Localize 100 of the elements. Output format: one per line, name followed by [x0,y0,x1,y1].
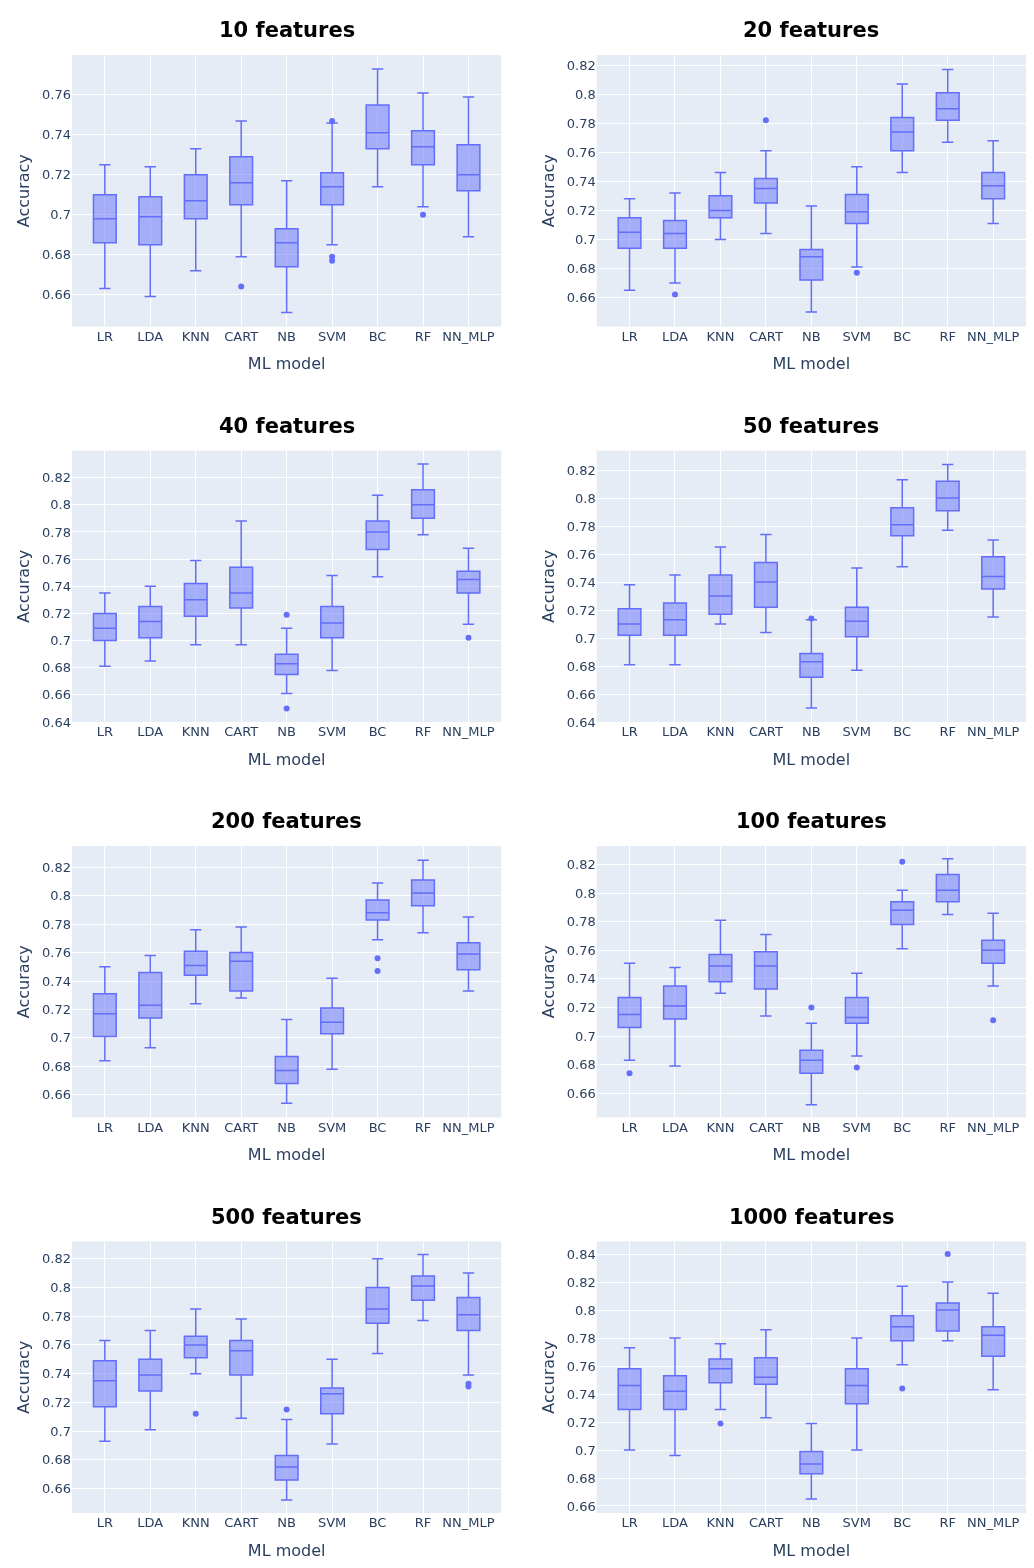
x-tick-label: KNN [706,1515,735,1530]
x-tick-label: RF [414,1515,432,1530]
chart-title: 1000 features [729,1205,895,1229]
y-axis-title: Accuracy [538,154,558,228]
x-tick-label: NN_MLP [442,1515,495,1530]
x-tick-label: KNN [181,1119,210,1135]
y-tick-label: 0.66 [566,686,596,702]
chart-title: 500 features [211,1205,362,1229]
y-tick-label: 0.68 [566,1057,596,1073]
x-tick-label: KNN [706,1119,735,1135]
x-tick-label: CART [748,1119,783,1135]
x-tick-label: NN_MLP [967,724,1020,740]
y-tick-label: 0.78 [42,524,71,540]
x-tick-label: LR [621,1515,638,1530]
y-axis-title: Accuracy [13,945,33,1019]
x-tick-label: LDA [137,724,164,740]
y-axis-title: Accuracy [13,549,33,623]
x-tick-label: NB [802,1119,821,1135]
y-tick-label: 0.66 [42,687,71,703]
x-axis-title: ML model [247,1145,326,1165]
y-tick-label: 0.76 [42,87,71,103]
chart-title: 200 features [211,809,362,833]
y-tick-label: 0.7 [50,1423,71,1439]
y-tick-label: 0.72 [42,605,71,621]
y-tick-label: 0.7 [50,1030,71,1046]
x-tick-label: LR [621,1119,638,1135]
y-tick-label: 0.68 [42,1452,71,1468]
y-tick-label: 0.78 [42,916,71,932]
x-tick-label: LR [96,724,113,740]
x-tick-label: LR [621,328,638,344]
y-tick-label: 0.74 [42,973,71,989]
y-tick-label: 0.66 [42,1087,71,1103]
x-tick-label: KNN [181,724,210,740]
x-tick-label: NN_MLP [967,1515,1020,1530]
x-tick-label: NB [802,724,821,740]
x-tick-label: CART [224,1515,259,1530]
y-tick-label: 0.7 [50,633,71,649]
x-tick-label: SVM [842,724,871,740]
x-tick-label: SVM [317,328,347,344]
x-axis-title: ML model [247,1540,326,1560]
chart-title: 20 features [743,18,880,42]
y-tick-label: 0.66 [566,1085,596,1101]
y-tick-label: 0.8 [575,885,596,901]
x-tick-label: SVM [842,328,871,344]
x-tick-label: LDA [662,328,689,344]
x-tick-label: NN_MLP [967,328,1020,344]
x-tick-label: NB [277,724,296,740]
y-tick-label: 0.76 [566,942,596,958]
y-tick-label: 0.74 [566,574,596,590]
y-tick-label: 0.78 [566,115,596,131]
y-tick-label: 0.74 [566,971,596,987]
y-axis-title: Accuracy [538,1340,558,1414]
x-tick-label: LDA [662,724,689,740]
y-tick-label: 0.72 [42,1002,71,1018]
x-tick-label: LR [96,328,113,344]
y-tick-label: 0.68 [42,660,71,676]
y-tick-label: 0.7 [575,1442,596,1458]
x-tick-label: BC [893,1119,912,1135]
x-tick-label: SVM [842,1515,871,1530]
x-tick-label: LDA [662,1515,689,1530]
y-tick-label: 0.76 [566,144,596,160]
x-tick-label: LR [621,724,638,740]
y-tick-label: 0.74 [42,127,71,143]
y-tick-label: 0.76 [566,1358,596,1374]
y-tick-label: 0.68 [566,261,596,277]
x-tick-label: NN_MLP [442,724,495,740]
x-tick-label: NN_MLP [967,1119,1020,1135]
y-tick-label: 0.66 [42,1481,71,1497]
y-tick-label: 0.68 [566,1470,596,1486]
y-tick-label: 0.72 [566,202,596,218]
x-tick-label: SVM [317,1119,347,1135]
x-tick-label: CART [748,1515,783,1530]
x-tick-label: LDA [137,1119,164,1135]
x-tick-label: RF [939,1119,956,1135]
y-axis-title: Accuracy [13,1340,33,1414]
y-tick-label: 0.8 [575,1302,596,1318]
y-tick-label: 0.68 [42,1058,71,1074]
x-tick-label: SVM [842,1119,871,1135]
x-tick-label: NB [277,1515,296,1530]
y-tick-label: 0.74 [566,173,596,189]
y-axis-title: Accuracy [538,945,558,1019]
y-tick-label: 0.78 [566,1330,596,1346]
y-tick-label: 0.8 [50,1279,71,1295]
y-tick-label: 0.76 [42,1337,71,1353]
y-axis-title: Accuracy [538,549,558,623]
y-tick-label: 0.8 [575,490,596,506]
y-tick-label: 0.72 [42,1394,71,1410]
y-tick-label: 0.8 [50,497,71,513]
x-axis-title: ML model [772,749,851,769]
x-axis-title: ML model [772,1145,851,1165]
x-tick-label: NB [802,328,821,344]
x-tick-label: KNN [706,328,735,344]
y-tick-label: 0.72 [42,167,71,183]
x-tick-label: BC [368,724,387,740]
y-tick-label: 0.72 [566,602,596,618]
x-tick-label: CART [748,724,783,740]
x-tick-label: SVM [317,724,347,740]
chart-title: 10 features [219,18,356,42]
y-tick-label: 0.66 [42,287,71,303]
y-tick-label: 0.76 [42,945,71,961]
